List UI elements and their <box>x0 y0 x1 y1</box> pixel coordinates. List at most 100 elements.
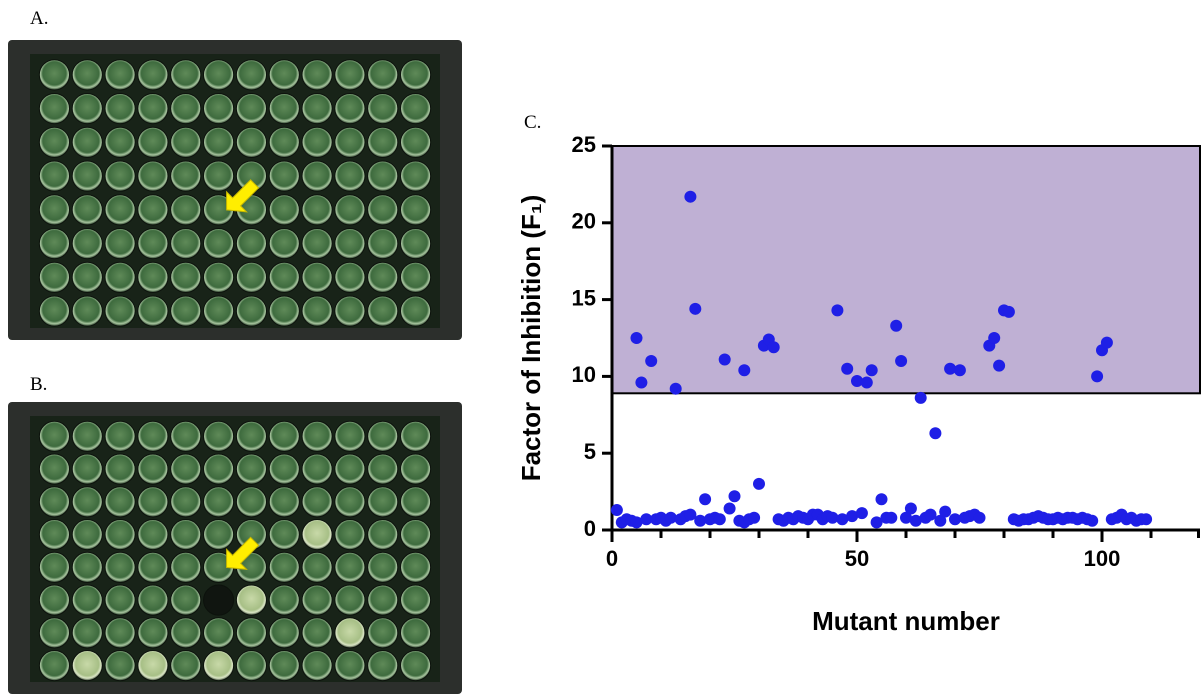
point <box>895 355 908 368</box>
well <box>38 519 70 551</box>
well <box>400 453 432 485</box>
well <box>202 93 235 125</box>
well <box>400 650 432 682</box>
well <box>301 584 333 616</box>
point <box>1100 336 1113 349</box>
point <box>826 511 839 524</box>
well <box>235 93 268 125</box>
well <box>399 59 432 91</box>
well <box>235 228 268 260</box>
well <box>334 486 366 518</box>
well <box>367 261 399 293</box>
well <box>104 584 136 616</box>
well <box>137 420 169 452</box>
point <box>694 514 707 527</box>
well <box>268 617 300 649</box>
well <box>268 584 300 616</box>
well <box>399 295 432 327</box>
well <box>71 295 103 327</box>
well <box>334 420 366 452</box>
well <box>235 650 267 682</box>
point <box>934 514 947 527</box>
point <box>1091 370 1104 383</box>
well <box>104 617 136 649</box>
well <box>38 295 71 327</box>
well <box>202 261 235 293</box>
point <box>988 332 1001 344</box>
well <box>268 453 300 485</box>
point <box>767 341 780 354</box>
well <box>38 486 70 518</box>
well <box>203 519 235 551</box>
well <box>38 420 70 452</box>
point <box>718 353 731 366</box>
x-axis-title: Mutant number <box>812 606 1000 636</box>
well <box>137 261 169 293</box>
well <box>399 93 432 125</box>
well <box>203 453 235 485</box>
point <box>640 513 653 526</box>
y-tick-label: 15 <box>572 285 596 310</box>
well <box>367 59 399 91</box>
point <box>851 375 863 388</box>
well <box>367 228 399 260</box>
well <box>71 93 103 125</box>
well <box>367 486 399 518</box>
point <box>753 477 765 490</box>
well <box>203 584 235 616</box>
well <box>203 420 235 452</box>
well <box>170 295 202 327</box>
well <box>170 486 202 518</box>
well <box>170 126 202 158</box>
point <box>953 364 966 377</box>
well <box>202 126 235 158</box>
well <box>301 126 333 158</box>
well <box>334 617 366 649</box>
well <box>301 59 333 91</box>
well <box>137 59 169 91</box>
well <box>71 126 103 158</box>
well <box>399 261 432 293</box>
well <box>38 617 70 649</box>
well <box>399 228 432 260</box>
well <box>235 453 267 485</box>
panel-label: B. <box>30 374 47 395</box>
point <box>909 514 922 527</box>
well <box>268 160 300 192</box>
well <box>334 295 366 327</box>
well <box>104 295 136 327</box>
point <box>728 490 741 503</box>
well <box>400 519 432 551</box>
well <box>268 519 300 551</box>
well <box>367 420 399 452</box>
well <box>268 551 300 583</box>
well <box>137 551 169 583</box>
well <box>71 194 103 226</box>
point <box>949 513 961 526</box>
well <box>71 420 103 452</box>
well <box>104 93 136 125</box>
well <box>170 453 202 485</box>
well <box>367 295 399 327</box>
well <box>71 486 103 518</box>
well <box>137 228 169 260</box>
well <box>301 93 333 125</box>
well <box>399 126 432 158</box>
well <box>71 160 103 192</box>
well <box>137 584 169 616</box>
point <box>635 376 648 389</box>
panel-label: A. <box>30 8 48 29</box>
well <box>268 650 300 682</box>
point <box>890 319 903 332</box>
point <box>630 516 643 529</box>
well <box>71 650 103 682</box>
well <box>203 650 235 682</box>
well <box>170 228 202 260</box>
well <box>137 453 169 485</box>
well <box>202 59 235 91</box>
well <box>301 519 333 551</box>
well <box>38 93 71 125</box>
well <box>268 228 300 260</box>
well <box>38 126 71 158</box>
y-axis-title: Factor of Inhibition (F₁) <box>516 195 546 482</box>
